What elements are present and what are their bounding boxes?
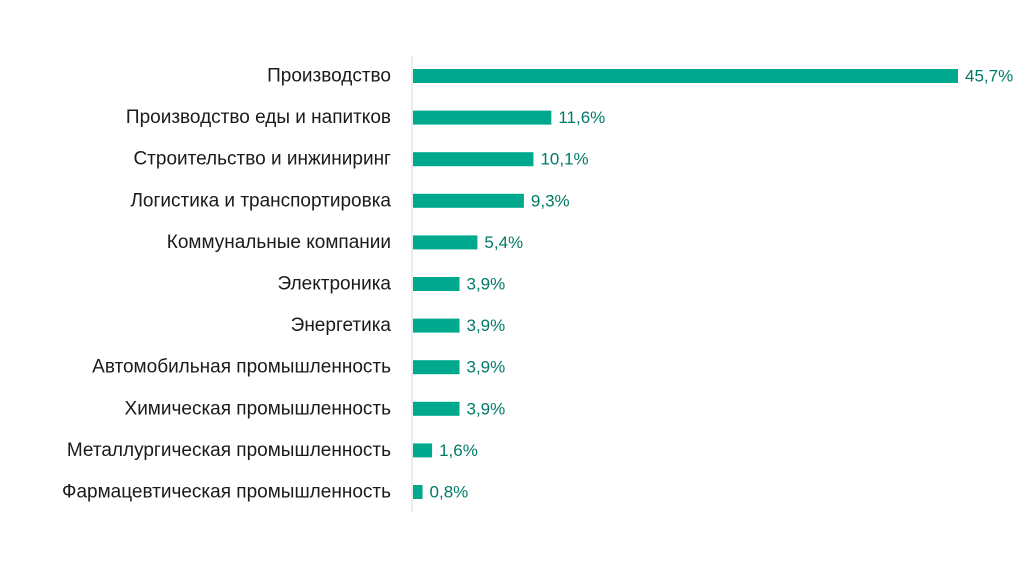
value-label: 1,6% [439,441,478,460]
bar [413,193,524,208]
category-label: Логистика и транспортировка [130,190,391,211]
bar [413,110,552,125]
category-label: Автомобильная промышленность [92,357,391,378]
value-label: 5,4% [484,233,523,252]
bar [413,401,460,416]
category-label: Электроника [278,274,392,295]
value-label: 10,1% [540,150,588,169]
category-label: Строительство и инжиниринг [133,149,391,170]
value-label: 11,6% [558,108,605,127]
category-label: Энергетика [291,315,392,336]
bar [413,235,478,250]
category-labels: Производство Производство еды и напитков С… [62,66,391,503]
bar [413,152,534,167]
bar [413,318,460,333]
value-label: 3,9% [467,358,506,377]
bar [413,443,433,458]
value-label: 3,9% [467,275,506,294]
value-label: 45,7% [965,67,1013,86]
category-label: Производство [267,66,391,87]
value-label: 0,8% [430,483,469,502]
value-label: 3,9% [467,316,506,335]
value-label: 3,9% [467,399,506,418]
value-label: 9,3% [531,191,570,210]
category-label: Химическая промышленность [125,398,392,419]
bar [413,485,423,499]
bars [413,69,958,499]
value-labels: 45,7% 11,6% 10,1% 9,3% 5,4% 3,9% 3,9% 3,9% 3,9% 1… [430,67,1014,502]
category-label: Коммунальные компании [167,232,391,253]
category-label: Фармацевтическая промышленность [62,482,391,503]
category-label: Производство еды и напитков [126,107,391,128]
bar [413,360,460,375]
bar [413,277,460,291]
bar [413,69,958,83]
category-label: Металлургическая промышленность [67,440,391,461]
